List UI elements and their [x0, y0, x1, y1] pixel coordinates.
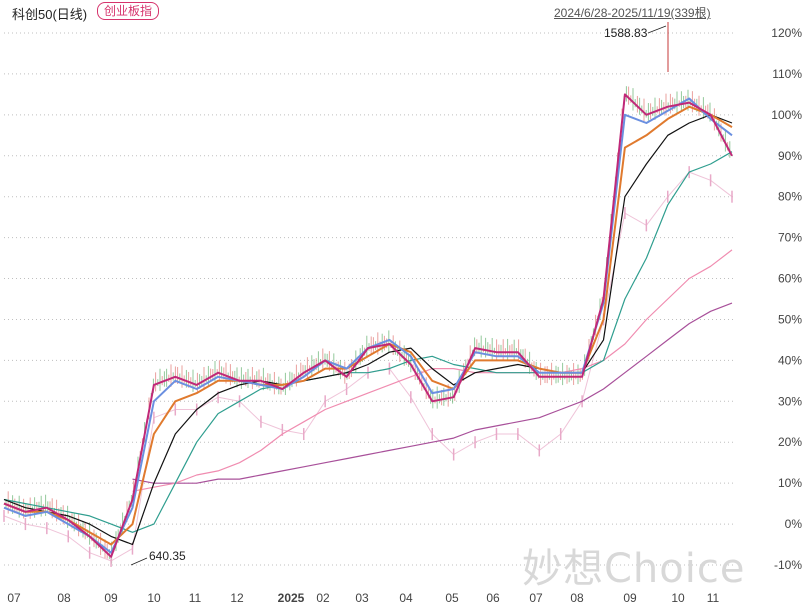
x-tick-label: 03 — [355, 591, 369, 605]
x-tick-label: 04 — [399, 591, 413, 605]
y-tick-label: 120% — [771, 26, 802, 40]
x-tick-label: 11 — [707, 591, 720, 605]
annotation-low: 640.35 — [130, 549, 186, 566]
y-tick-label: 50% — [778, 312, 802, 326]
annotation-high: 1588.83 — [604, 22, 669, 72]
y-tick-label: 0% — [785, 517, 803, 531]
series-line-2 — [3, 105, 733, 546]
y-tick-label: 110% — [772, 67, 802, 81]
index-badge[interactable]: 创业板指 — [97, 2, 160, 20]
series-line-6 — [132, 302, 733, 484]
x-tick-label: 07 — [7, 591, 21, 605]
date-range[interactable]: 2024/6/28-2025/11/19(339根) — [554, 6, 711, 20]
low-label: 640.35 — [149, 549, 186, 563]
x-tick-label: 05 — [445, 591, 459, 605]
y-tick-label: 10% — [778, 476, 802, 490]
x-tick-label: 08 — [570, 591, 584, 605]
x-tick-label: 12 — [230, 591, 244, 605]
y-tick-label: 20% — [778, 435, 802, 449]
y-tick-label: -10% — [774, 558, 802, 572]
series-line-5 — [132, 249, 733, 492]
x-tick-label: 10 — [671, 591, 685, 605]
series-line-3 — [3, 114, 733, 546]
x-tick-label: 10 — [147, 591, 161, 605]
x-tick-label: 11 — [189, 591, 202, 605]
grid-lines — [4, 32, 733, 566]
y-tick-label: 80% — [778, 190, 802, 204]
watermark: 妙想Choice — [522, 546, 746, 592]
x-tick-label: 08 — [57, 591, 71, 605]
ma-lines — [3, 93, 733, 558]
y-tick-label: 100% — [771, 108, 802, 122]
chart-title: 科创50(日线) — [12, 7, 88, 22]
x-tick-label: 2025 — [278, 591, 305, 605]
x-tick-label: 02 — [316, 591, 330, 605]
y-tick-label: 60% — [778, 272, 802, 286]
series-line-0 — [3, 93, 733, 558]
candles — [5, 86, 731, 564]
x-tick-label: 09 — [623, 591, 637, 605]
ghost-line — [3, 171, 733, 562]
y-axis: 120% 110% 100% 90% 80% 70% 60% 50% 40% 30% 20% 10% 0… — [771, 26, 802, 572]
ghost-series — [3, 166, 733, 567]
y-tick-label: 40% — [778, 353, 802, 367]
high-label: 1588.83 — [604, 26, 648, 40]
x-tick-label: 07 — [529, 591, 543, 605]
x-axis: 07 08 09 10 11 12 2025 02 03 04 05 06 07 08 09 10 11 — [7, 591, 719, 605]
x-tick-label: 06 — [486, 591, 500, 605]
y-tick-label: 90% — [778, 149, 802, 163]
chart-header: 科创50(日线) 创业板指 2024/6/28-2025/11/19(339根) — [0, 0, 806, 22]
y-tick-label: 30% — [778, 394, 802, 408]
x-tick-label: 09 — [104, 591, 118, 605]
y-tick-label: 70% — [778, 231, 802, 245]
